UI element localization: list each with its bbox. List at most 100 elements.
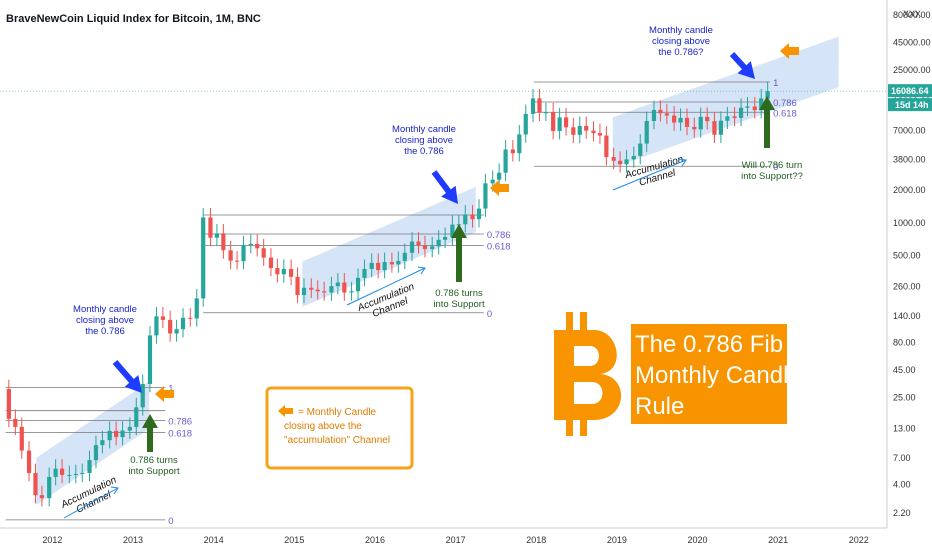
- annotation-2020-candle-line-1: Monthly candle: [649, 25, 713, 36]
- y-tick-label: 45000.00: [893, 37, 931, 47]
- y-tick-label: 13.00: [893, 424, 916, 434]
- candle-body: [255, 243, 260, 249]
- candle-body: [409, 241, 415, 253]
- candle-body: [309, 287, 314, 290]
- bitcoin-logo-stem-4: [580, 414, 587, 436]
- candle-body: [6, 389, 11, 419]
- annotation-2017-candle-line-1: Monthly candle: [392, 124, 456, 135]
- legend-orange-arrow-icon: [278, 405, 293, 417]
- legend-frame: [265, 386, 414, 470]
- annotation-2013-support-line-1: 0.786 turns: [130, 455, 178, 466]
- candle-body: [228, 250, 233, 261]
- candle-body: [591, 130, 596, 134]
- green-arrow-2017-icon: [451, 224, 467, 282]
- x-axis-ticks: 2012 2013 2014 2015 2016 2017 2018 2019 2020 2021…: [42, 535, 868, 545]
- candle-body: [140, 383, 145, 408]
- annotation-2017-support-line-2: into Support: [433, 299, 485, 310]
- candle-body: [732, 116, 737, 118]
- candle-body: [389, 262, 394, 265]
- headline-line-1: The 0.786 Fib: [635, 331, 783, 358]
- channel-arrow-line: [63, 487, 119, 519]
- y-tick-label: 1000.00: [893, 218, 926, 228]
- legend-line-1: = Monthly Candle: [298, 407, 377, 418]
- x-tick-label: 2013: [123, 535, 143, 545]
- candle-body: [33, 473, 38, 496]
- candle-body: [571, 127, 576, 135]
- candle-body: [168, 319, 173, 334]
- candle-body: [174, 329, 179, 334]
- annotation-2020-candle-line-3: the 0.786?: [659, 47, 704, 58]
- bitcoin-logo-stem-1: [566, 312, 573, 334]
- candle-body: [26, 450, 32, 474]
- candle-body: [422, 245, 428, 250]
- annotation-2017-candle-line-2: closing above: [395, 135, 453, 146]
- candle-body: [765, 91, 770, 99]
- candle-body: [214, 233, 220, 238]
- candle-body: [738, 107, 744, 118]
- price-label: 16086.64: [891, 86, 929, 96]
- candle-body: [490, 179, 495, 184]
- orange-arrow-2020-icon: [780, 43, 799, 59]
- candle-body: [208, 217, 213, 238]
- candle-body: [543, 112, 549, 114]
- candle-body: [80, 473, 85, 475]
- blue-arrow-2017-icon: [431, 170, 458, 204]
- fib-2020-label: 1: [773, 78, 778, 89]
- candle-body: [194, 298, 199, 319]
- blue-arrow-2020-icon: [729, 52, 755, 79]
- candle-body: [436, 239, 441, 247]
- annotation-2013-candle-line-1: Monthly candle: [73, 304, 137, 315]
- y-tick-label: 140.00: [893, 311, 921, 321]
- candle-body: [180, 317, 186, 330]
- chart-title: BraveNewCoin Liquid Index for Bitcoin, 1…: [6, 13, 261, 25]
- fib-2013-label: 0: [168, 516, 173, 527]
- green-arrow-2013-icon: [142, 414, 158, 452]
- candle-body: [416, 241, 421, 246]
- candle-body: [698, 116, 703, 130]
- candle-body: [664, 113, 669, 116]
- fib-2017-label: 0.618: [487, 241, 511, 252]
- y-tick-label: 7000.00: [893, 126, 926, 136]
- candle-body: [497, 172, 502, 180]
- candle-body: [221, 233, 226, 251]
- candle-body: [557, 117, 562, 132]
- y-tick-label: 25.00: [893, 393, 916, 403]
- candle-body: [268, 257, 274, 269]
- candle-body: [705, 116, 710, 122]
- candle-body: [476, 208, 482, 220]
- top-right-label: XXX: [903, 9, 921, 19]
- bitcoin-logo-b: [554, 330, 622, 420]
- y-tick-label: 80000.00: [893, 10, 931, 20]
- candle-body: [39, 495, 45, 499]
- annotation-2017-candle-line-3: the 0.786: [404, 146, 444, 157]
- y-tick-label: 80.00: [893, 338, 916, 348]
- y-tick-label: 2000.00: [893, 185, 926, 195]
- candle-body: [281, 268, 286, 275]
- candle-body: [93, 445, 99, 461]
- x-tick-label: 2017: [446, 535, 466, 545]
- legend-box: = Monthly Candle closing above the "accu…: [265, 386, 414, 470]
- y-tick-label: 7.00: [893, 453, 911, 463]
- y-tick-label: 45.00: [893, 365, 916, 375]
- x-tick-label: 2016: [365, 535, 385, 545]
- candle-body: [241, 245, 246, 262]
- headline-line-2: Monthly Candle: [635, 362, 802, 389]
- annotation-2020-support-line-2: into Support??: [741, 171, 803, 182]
- fib-2017-label: 0: [487, 309, 492, 320]
- candle-body: [335, 282, 340, 287]
- x-tick-label: 2021: [768, 535, 788, 545]
- candle-body: [59, 468, 65, 475]
- candle-body: [147, 335, 153, 384]
- candle-body: [752, 106, 757, 111]
- candle-body: [396, 260, 401, 265]
- annotation-2013-candle-line-3: the 0.786: [85, 326, 125, 337]
- bitcoin-logo-stem-2: [580, 312, 587, 334]
- fib-2017-label: 0.786: [487, 230, 511, 241]
- headline-box: The 0.786 Fib Monthly Candle Rule: [631, 324, 802, 424]
- x-tick-label: 2022: [849, 535, 869, 545]
- candle-body: [617, 160, 623, 165]
- channel-arrowhead: [417, 266, 426, 275]
- channel-arrowhead: [110, 486, 119, 495]
- candle-body: [551, 112, 556, 132]
- candle-body: [248, 243, 253, 246]
